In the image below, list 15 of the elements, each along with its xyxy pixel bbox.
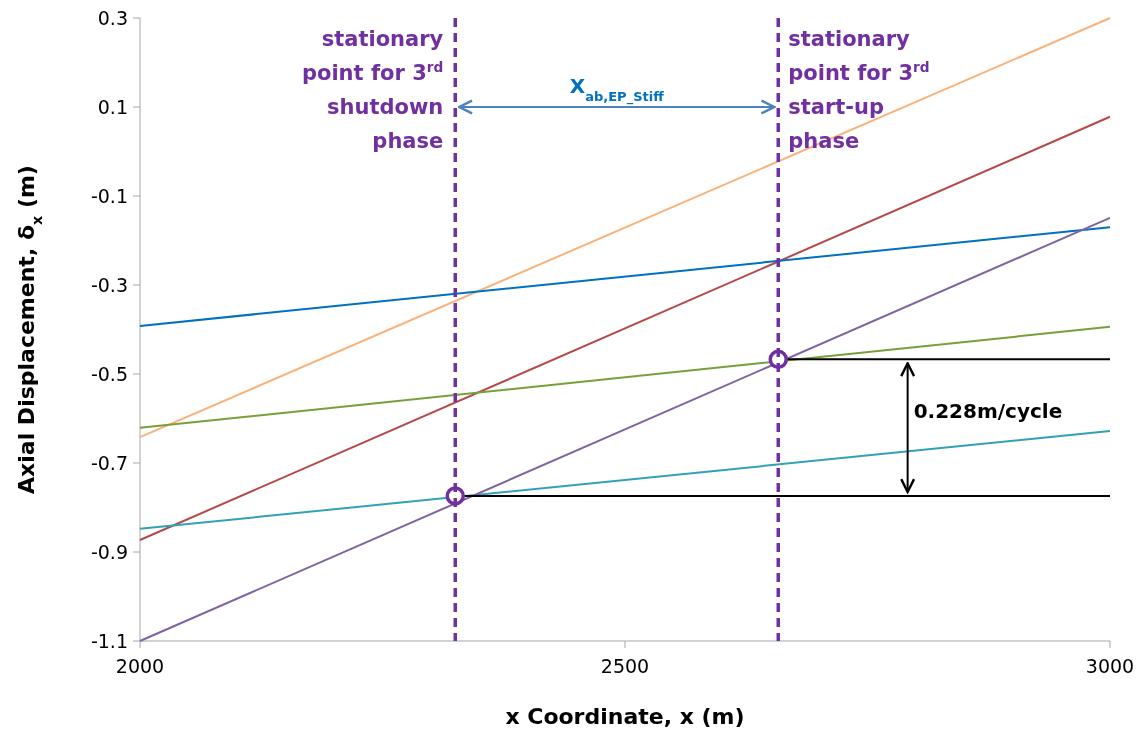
- y-tick-label: 0.3: [97, 6, 128, 29]
- y-tick-label: -1.1: [90, 629, 128, 652]
- y-tick-label: -0.9: [90, 540, 128, 563]
- annotation: 0.228m/cycle: [913, 399, 1063, 424]
- y-tick-label: -0.3: [90, 273, 128, 296]
- x-tick-label: 3000: [1085, 655, 1135, 677]
- y-tick-label: 0.1: [97, 95, 128, 118]
- annotation: X$_{ab,EP_Stiff}$: [569, 74, 665, 105]
- y-tick-label: -0.5: [90, 362, 128, 385]
- x-tick-label: 2000: [115, 655, 165, 677]
- x-axis-title: x Coordinate, x (m): [505, 704, 745, 729]
- text: stationary point for 3$^{rd}$ shutdown phase: [301, 27, 444, 153]
- x-tick-label: 2500: [600, 655, 650, 677]
- y-tick-label: -0.1: [90, 184, 128, 207]
- y-tick-label: -0.7: [90, 451, 128, 474]
